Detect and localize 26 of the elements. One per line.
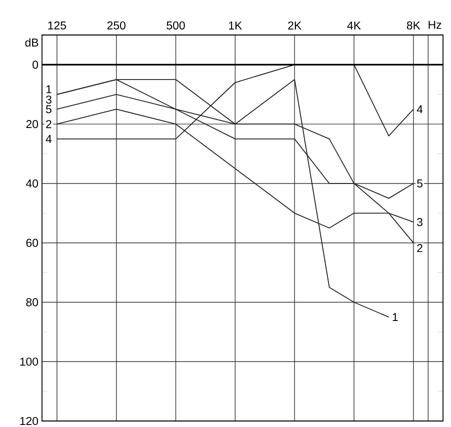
series-label: 1	[392, 313, 398, 322]
series-label: 5	[417, 179, 423, 188]
y-tick-label: 60	[26, 238, 38, 247]
x-axis-title: Hz	[428, 20, 442, 29]
text: 5	[46, 105, 52, 114]
x-tick-label: 500	[166, 21, 185, 30]
text: 2	[46, 120, 52, 128]
x-tick-label: 2K	[288, 21, 302, 30]
y-tick-label: 20	[26, 120, 38, 128]
y-tick-label: 80	[26, 298, 38, 306]
text: 3	[46, 96, 52, 104]
x-tick-label: 4K	[347, 22, 361, 30]
series-label: 2	[417, 244, 422, 252]
x-tick-label: 125	[48, 21, 66, 30]
x-tick-label: 1K	[229, 22, 242, 30]
y-tick-label: 100	[20, 358, 38, 366]
series-label: 4	[416, 105, 423, 114]
y-tick-label: 120	[20, 416, 38, 426]
x-tick-label: 250	[107, 21, 126, 30]
y-axis-title: dB	[25, 38, 38, 47]
y-tick-label: 40	[26, 179, 38, 188]
series-label: 3	[417, 218, 422, 226]
text: 1	[46, 85, 52, 94]
y-tick-label: 0	[32, 60, 38, 69]
x-tick-label: 8K	[406, 21, 420, 30]
text: 4	[46, 134, 52, 143]
